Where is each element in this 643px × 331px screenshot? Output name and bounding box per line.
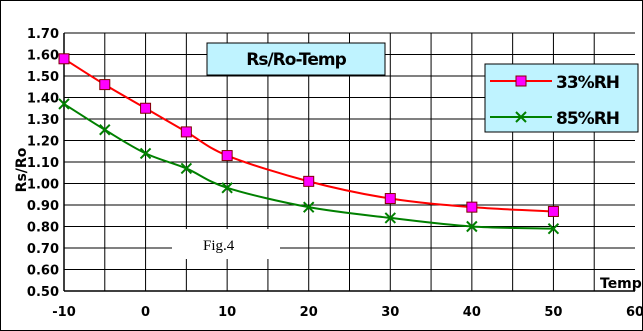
data-point-0 [140,102,152,114]
legend-marker-33rh [515,75,527,87]
data-point-0 [303,175,315,187]
legend-label-33rh: 33%RH [556,73,619,93]
y-tick-label: 0.50 [27,285,59,300]
data-point-0 [547,205,559,217]
y-tick-label: 1.00 [27,178,59,193]
y-tick-label: 0.90 [27,199,59,214]
legend: 33%RH 85%RH [484,63,639,133]
y-tick-label: 0.70 [27,242,59,257]
data-point-0 [466,201,478,213]
tick-labels: 0.50 0.60 0.70 0.80 0.90 1.00 1.10 1.20 1.30 1.40… [27,27,643,320]
x-axis-title: Temp [600,276,642,292]
x-tick-label: 50 [544,305,562,320]
legend-label-85rh: 85%RH [556,109,619,129]
data-point-0 [221,150,233,162]
chart-title: Rs/Ro-Temp [246,50,346,70]
figure-annotation: Fig.4 [172,229,280,259]
x-tick-label: 60 [626,305,643,320]
series-line-1 [63,103,554,230]
x-tick-label: 40 [463,305,481,320]
series-layer [58,53,560,235]
figure-annotation-text: Fig.4 [203,238,235,254]
chart-title-group: Rs/Ro-Temp [206,42,386,76]
y-tick-label: 1.50 [27,70,59,85]
x-tick-label: 20 [300,305,318,320]
data-point-1 [221,182,233,194]
data-point-0 [58,53,70,65]
x-tick-label: 0 [141,305,150,320]
y-tick-label: 1.20 [27,135,59,150]
y-tick-label: 0.60 [27,264,59,279]
y-tick-label: 0.80 [27,221,59,236]
figure-annotation-box [172,229,280,259]
grid [63,32,635,292]
chart-title-box [206,42,386,76]
x-tick-label: 30 [381,305,399,320]
y-tick-label: 1.30 [27,113,59,128]
series-line-0 [63,57,554,213]
x-tick-label: -10 [52,305,76,320]
data-point-1 [466,220,478,233]
y-tick-label: 1.60 [27,49,59,64]
data-point-1 [139,147,152,160]
data-point-1 [303,201,315,213]
x-tick-label: 10 [218,305,236,320]
data-point-1 [384,212,396,224]
legend-box [484,63,639,133]
y-axis-title: Rs/Ro [14,147,30,192]
data-point-0 [384,193,396,205]
data-point-1 [547,222,560,235]
data-point-1 [58,98,70,110]
data-point-1 [99,124,111,136]
y-tick-label: 1.10 [27,156,59,171]
data-point-1 [180,162,193,175]
y-tick-label: 1.40 [27,92,59,107]
legend-marker-85rh [515,111,527,123]
data-point-0 [99,79,111,91]
y-tick-label: 1.70 [27,27,59,42]
data-point-0 [180,126,192,138]
